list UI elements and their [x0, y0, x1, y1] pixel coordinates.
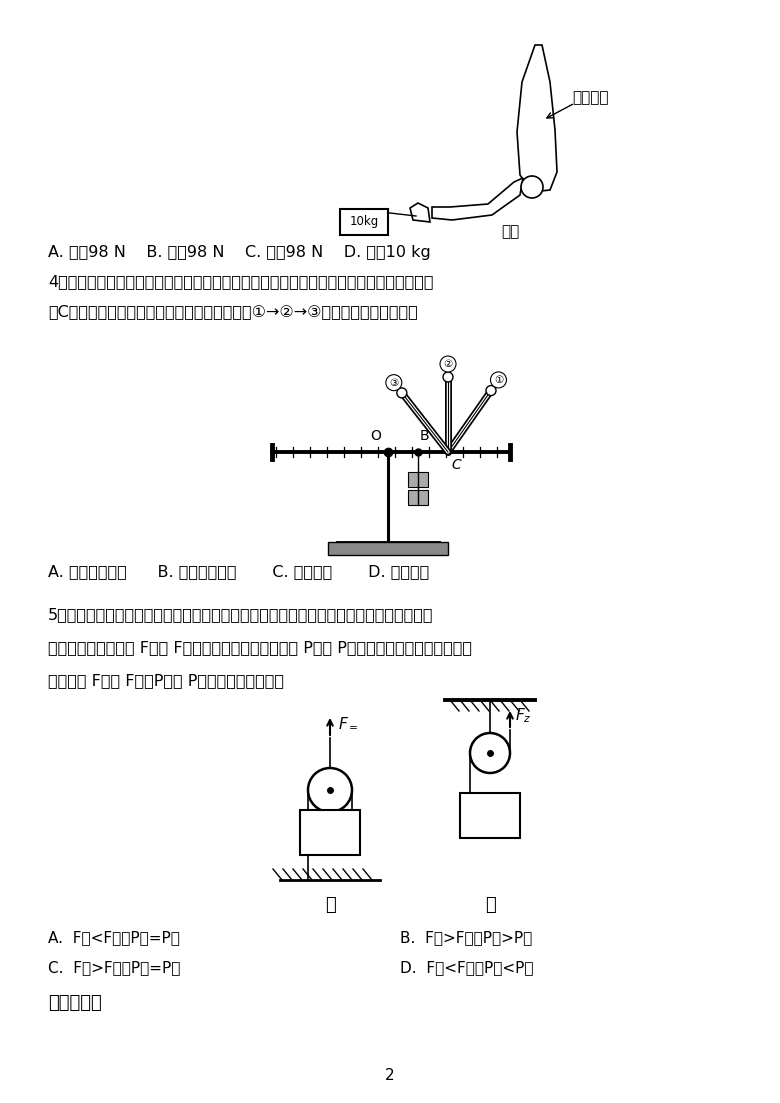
Text: 二、填空题: 二、填空题	[48, 994, 101, 1011]
Text: m: m	[321, 824, 339, 842]
Polygon shape	[410, 203, 430, 222]
Text: 10kg: 10kg	[349, 215, 378, 228]
Bar	[300, 810, 360, 855]
Polygon shape	[432, 178, 523, 219]
Text: ①: ①	[494, 375, 503, 385]
Text: D.  F甲<F乙、P甲<P乙: D. F甲<F乙、P甲<P乙	[400, 961, 534, 975]
Circle shape	[443, 372, 453, 382]
Text: O: O	[370, 429, 381, 443]
Text: A.  F甲<F乙、P甲=P乙: A. F甲<F乙、P甲=P乙	[48, 931, 180, 945]
Text: C: C	[451, 458, 461, 472]
Text: 在C处逐渐改变弹簧测力计拉力的方向，使其从①→②→③，则拉力的变化情况是: 在C处逐渐改变弹簧测力计拉力的方向，使其从①→②→③，则拉力的变化情况是	[48, 304, 418, 320]
Circle shape	[386, 375, 402, 390]
Bar	[408, 472, 428, 488]
Bar	[460, 793, 520, 838]
Text: m: m	[481, 807, 498, 825]
Bar	[340, 208, 388, 235]
Text: A. 大于98 N    B. 小于98 N    C. 等于98 N    D. 等于10 kg: A. 大于98 N B. 小于98 N C. 等于98 N D. 等于10 kg	[48, 245, 431, 259]
Bar	[408, 490, 428, 505]
Text: A. 先变小后变大      B. 先变大后变小       C. 逐渐变大       D. 逐渐变小: A. 先变小后变大 B. 先变大后变小 C. 逐渐变大 D. 逐渐变小	[48, 565, 429, 579]
Text: 度，所用的力分别是 F甲和 F乙，拉力做功的功率分别是 P甲和 P乙。若不计摩擦、动滑轮重和: 度，所用的力分别是 F甲和 F乙，拉力做功的功率分别是 P甲和 P乙。若不计摩擦…	[48, 641, 472, 655]
Text: 5．如图所示，用同一个动滑轮先后提升同一物体，使物体以相同的速度匀速上升相同的高: 5．如图所示，用同一个动滑轮先后提升同一物体，使物体以相同的速度匀速上升相同的高	[48, 608, 434, 622]
Text: C.  F甲>F乙、P甲=P乙: C. F甲>F乙、P甲=P乙	[48, 961, 180, 975]
Circle shape	[491, 372, 506, 388]
Circle shape	[397, 388, 407, 398]
Text: 绳重，则 F甲与 F乙、P甲与 P乙之间的大小关系是: 绳重，则 F甲与 F乙、P甲与 P乙之间的大小关系是	[48, 674, 284, 688]
Text: $F_z$: $F_z$	[515, 707, 531, 726]
Text: B: B	[420, 429, 430, 443]
Polygon shape	[517, 45, 557, 192]
Text: B.  F甲>F乙、P甲>P乙: B. F甲>F乙、P甲>P乙	[400, 931, 532, 945]
Circle shape	[440, 356, 456, 372]
Text: 甲: 甲	[324, 896, 335, 914]
Circle shape	[486, 386, 496, 396]
Text: 肱二头肌: 肱二头肌	[572, 90, 608, 106]
Text: ③: ③	[389, 377, 399, 387]
Bar	[328, 542, 448, 555]
Text: $F_{=}$: $F_{=}$	[338, 716, 359, 730]
Text: 2: 2	[385, 1068, 395, 1082]
Text: 桡骨: 桡骨	[501, 225, 519, 239]
Text: 乙: 乙	[484, 896, 495, 914]
Text: 4．如图是小明探究「杠杆平衡条件」的实验装置，实验中杠杆始终处于水平平衡状态，若: 4．如图是小明探究「杠杆平衡条件」的实验装置，实验中杠杆始终处于水平平衡状态，若	[48, 275, 434, 289]
Text: ②: ②	[443, 358, 452, 370]
Circle shape	[521, 176, 543, 199]
